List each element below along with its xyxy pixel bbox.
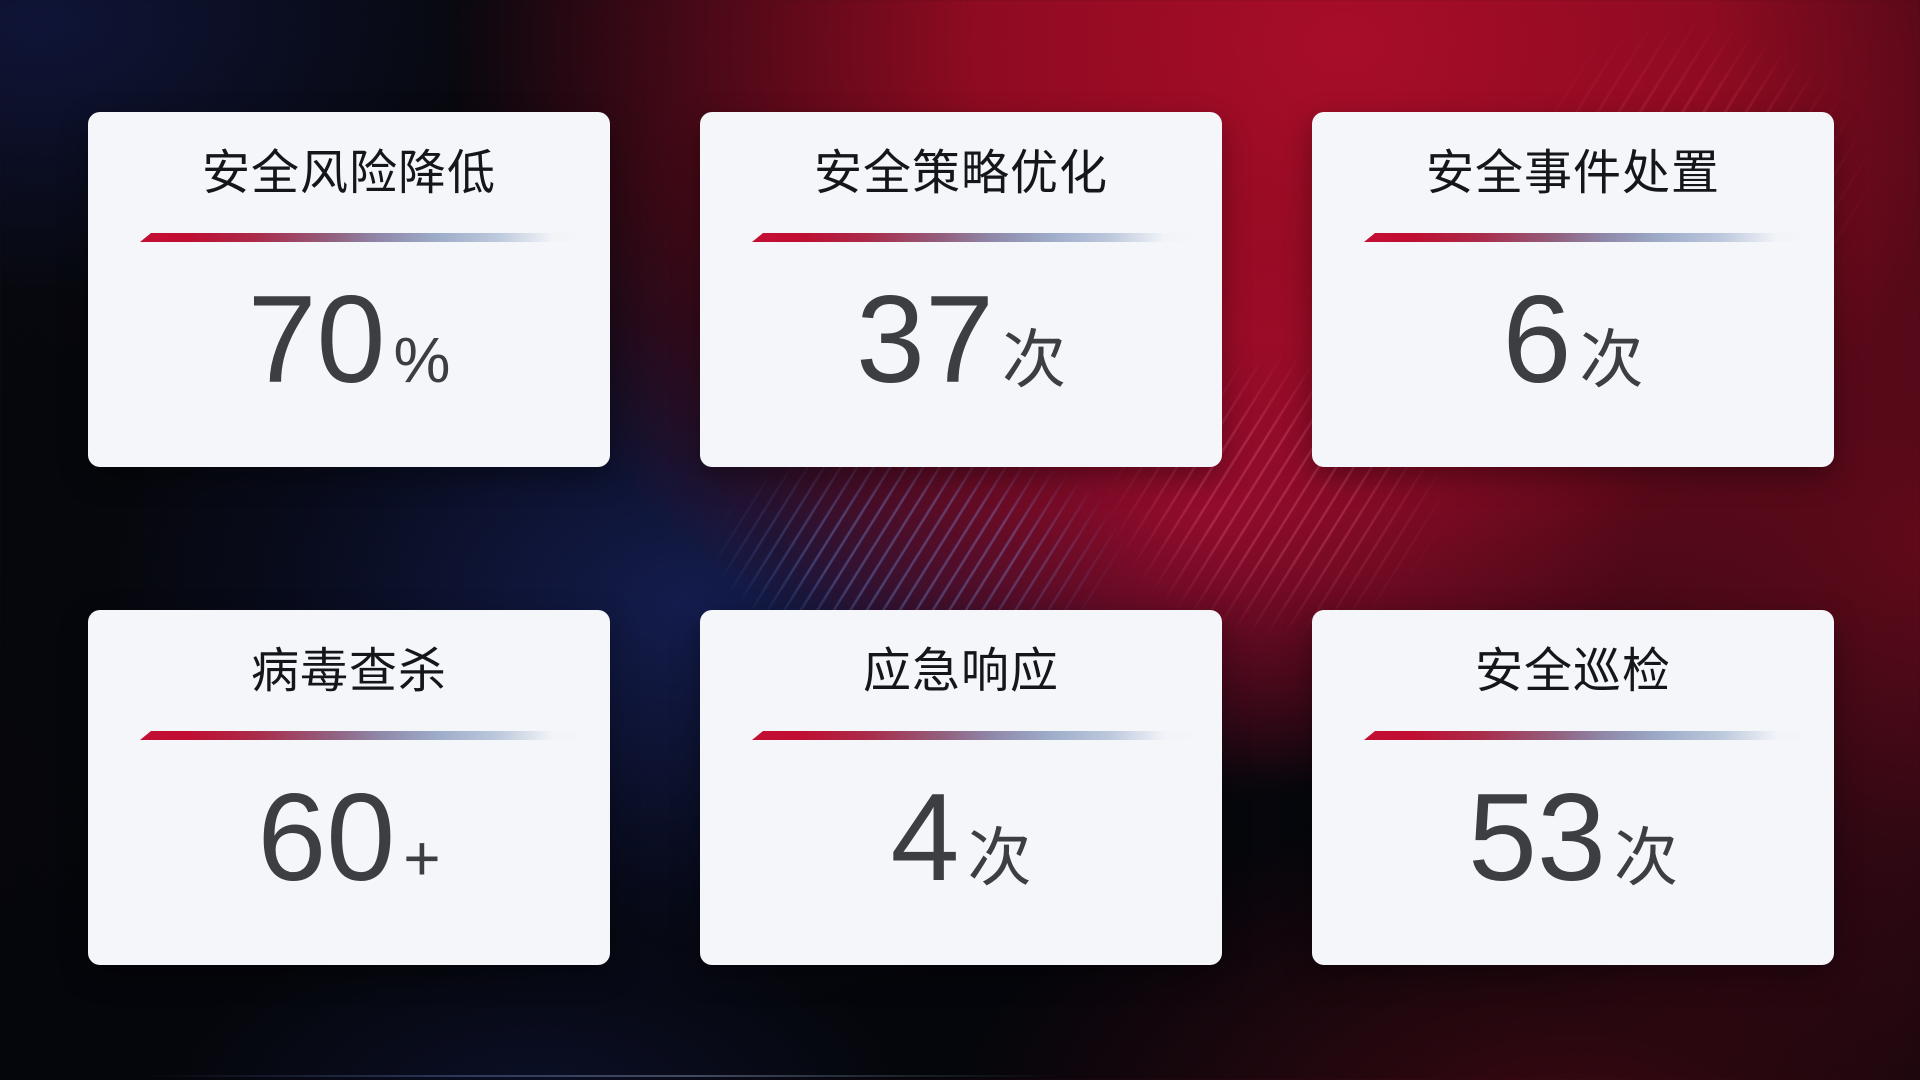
card-title: 安全巡检 — [1474, 645, 1671, 698]
stat-card-security-risk-reduction: 安全风险降低 70% — [88, 112, 610, 467]
card-value-unit: + — [403, 822, 441, 894]
stat-card-security-inspection: 安全巡检 53 次 — [1312, 610, 1834, 965]
card-divider — [140, 233, 598, 242]
stat-card-virus-scan: 病毒查杀 60 + — [88, 610, 610, 965]
card-value-number: 70 — [247, 271, 386, 409]
card-value-number: 53 — [1468, 769, 1606, 907]
card-value-unit: 次 — [967, 822, 1032, 894]
card-value-unit: 次 — [1001, 324, 1066, 396]
card-value-number: 37 — [856, 271, 994, 409]
card-value-number: 4 — [890, 769, 960, 907]
card-value: 60 + — [88, 773, 610, 923]
card-value-unit: 次 — [1579, 324, 1644, 396]
card-title: 安全策略优化 — [813, 147, 1108, 200]
card-title: 安全事件处置 — [1425, 147, 1720, 200]
card-title: 安全风险降低 — [201, 147, 496, 200]
card-value: 53 次 — [1312, 773, 1834, 923]
card-title: 病毒查杀 — [250, 645, 447, 698]
card-value: 70% — [88, 275, 610, 425]
card-divider — [752, 233, 1210, 242]
card-divider — [1364, 731, 1822, 740]
card-divider — [752, 731, 1210, 740]
card-divider — [140, 731, 598, 740]
stat-card-policy-optimization: 安全策略优化 37 次 — [700, 112, 1222, 467]
card-value: 37 次 — [700, 275, 1222, 425]
background-bottom-glow — [140, 1075, 1060, 1077]
card-title: 应急响应 — [862, 645, 1059, 698]
card-value-number: 6 — [1502, 271, 1572, 409]
card-value-number: 60 — [257, 769, 396, 907]
card-divider — [1364, 233, 1822, 242]
card-value-unit: 次 — [1613, 822, 1678, 894]
card-value-unit: % — [393, 324, 451, 396]
